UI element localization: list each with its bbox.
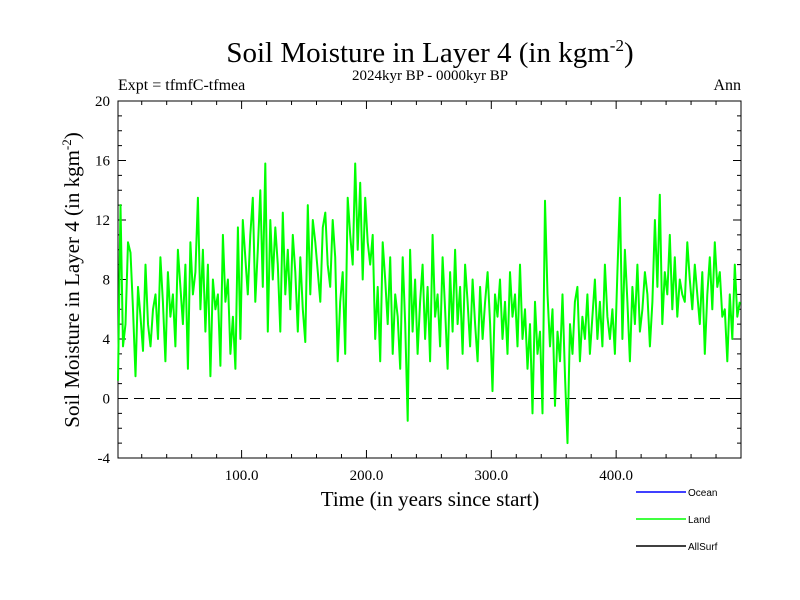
legend-label-allsurf: AllSurf — [688, 542, 718, 553]
title-superscript: -2 — [610, 36, 624, 55]
plot-frame — [117, 100, 742, 459]
series-line-land — [117, 162, 741, 445]
title-close: ) — [624, 37, 634, 69]
x-axis: 100.0 200.0 300.0 400.0 — [141, 101, 717, 484]
y-axis: -4 0 4 8 12 16 20 — [95, 94, 741, 467]
x-axis-title: Time (in years since start) — [321, 487, 540, 511]
season-label: Ann — [713, 77, 741, 94]
legend-label-land: Land — [688, 515, 710, 526]
x-tick-label: 200.0 — [350, 468, 384, 484]
legend-label-ocean: Ocean — [688, 488, 717, 499]
expt-label: Expt = tfmfC-tfmea — [118, 77, 245, 94]
y-axis-title-superscript: -2 — [59, 139, 74, 150]
y-tick-label: 12 — [95, 213, 110, 229]
y-tick-label: 20 — [95, 94, 110, 110]
y-axis-title: Soil Moisture in Layer 4 (in kgm-2) — [59, 132, 84, 427]
y-tick-label: 0 — [103, 392, 111, 408]
x-tick-label: 100.0 — [225, 468, 259, 484]
chart-subtitle: 2024kyr BP - 0000kyr BP — [352, 68, 508, 84]
y-axis-title-main: Soil Moisture in Layer 4 (in kgm — [60, 150, 84, 428]
x-tick-label: 300.0 — [474, 468, 508, 484]
x-tick-label: 400.0 — [599, 468, 633, 484]
chart-title: Soil Moisture in Layer 4 (in kgm-2) — [226, 36, 633, 69]
legend: Ocean Land AllSurf — [636, 488, 718, 553]
y-tick-label: -4 — [98, 451, 111, 467]
y-tick-label: 16 — [95, 154, 111, 170]
y-tick-label: 8 — [103, 273, 111, 289]
y-tick-label: 4 — [103, 332, 111, 348]
title-main: Soil Moisture in Layer 4 (in kgm — [226, 37, 610, 69]
y-axis-title-close: ) — [60, 132, 84, 139]
